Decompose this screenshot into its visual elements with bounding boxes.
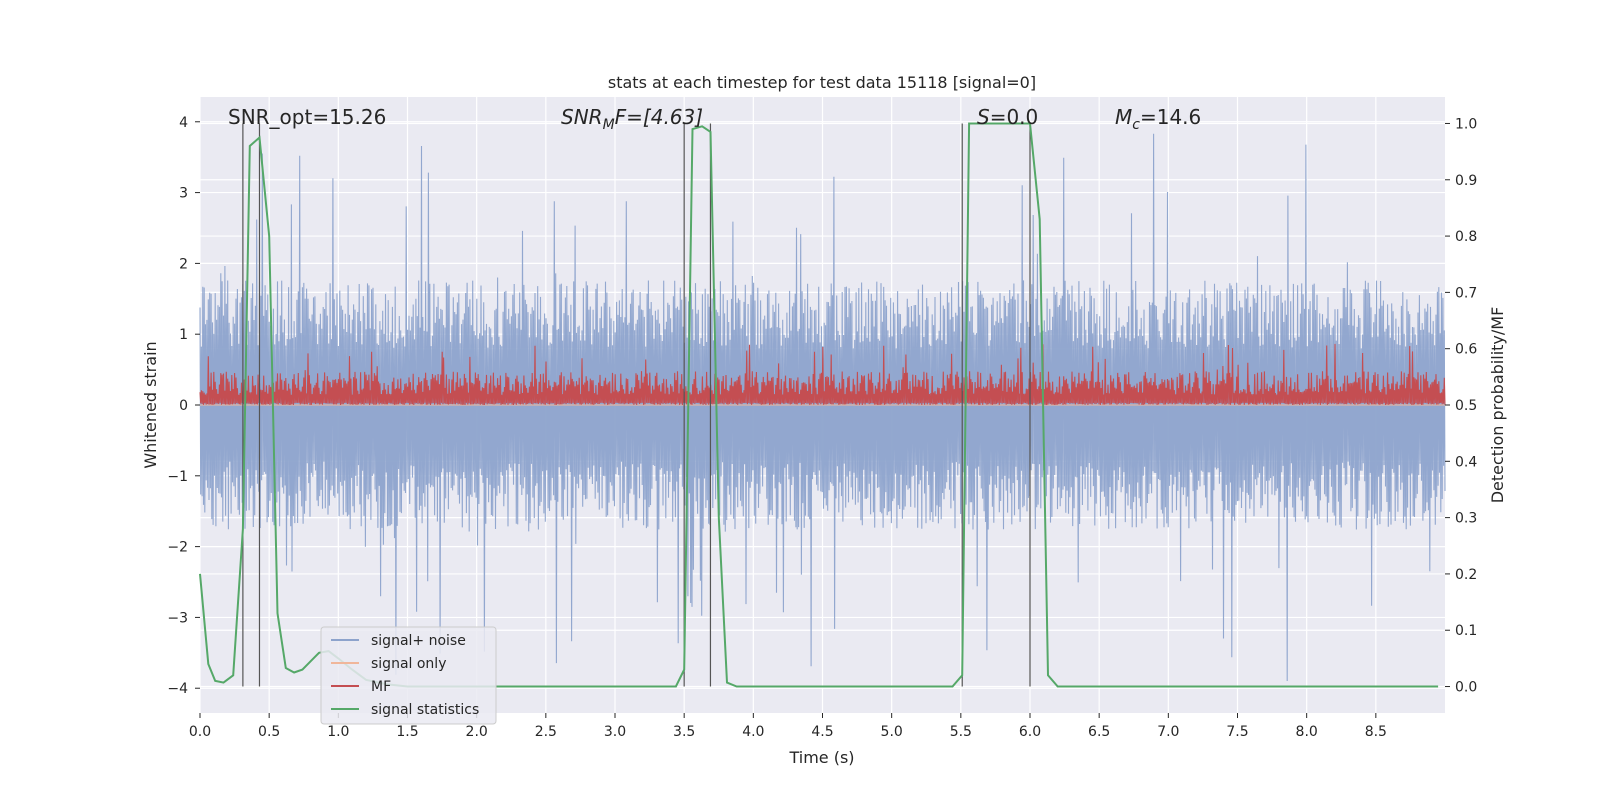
y-left-tick-label: 2 [179, 256, 188, 272]
x-tick-label: 3.0 [604, 724, 626, 740]
y-right-tick-label: 0.6 [1455, 342, 1477, 358]
y-right-tick-label: 0.0 [1455, 680, 1477, 696]
y-left-tick-label: 0 [179, 398, 188, 414]
chart-title: stats at each timestep for test data 151… [608, 73, 1036, 92]
detection-vertical-lines [242, 123, 1031, 687]
right-y-axis-ticks: 1.0 0.9 0.8 0.7 0.6 0.5 0.4 0.3 0.2 0.1 0.0 [1445, 116, 1477, 696]
x-tick-label: 8.0 [1296, 724, 1318, 740]
x-tick-label: 1.5 [396, 724, 418, 740]
y-right-tick-label: 0.9 [1455, 173, 1477, 189]
y-right-tick-label: 0.8 [1455, 229, 1477, 245]
annotation-mc: Mc=14.6 [1115, 105, 1201, 133]
y-left-tick-label: −1 [167, 469, 188, 485]
legend-label-signal-only: signal only [371, 656, 446, 672]
x-axis-ticks: 0.0 0.5 1.0 1.5 2.0 2.5 3.0 3.5 4.0 4.5 5.0 5.5 6.0 6… [189, 713, 1387, 740]
annotation-mc-subscript: c [1132, 117, 1140, 133]
x-tick-label: 4.5 [811, 724, 833, 740]
x-axis-label: Time (s) [788, 748, 854, 767]
y-right-tick-label: 0.4 [1455, 454, 1477, 470]
x-tick-label: 6.5 [1088, 724, 1110, 740]
annotation-s-value: =0.0 [990, 105, 1039, 129]
y-right-tick-label: 0.3 [1455, 511, 1477, 527]
left-y-axis-ticks: 4 3 2 1 0 −1 −2 −3 −4 [167, 115, 200, 697]
annotation-snr-mf-value: F=[4.63] [615, 105, 703, 129]
signal-statistics-line [199, 122, 1439, 688]
y-right-tick-label: 0.7 [1455, 285, 1477, 301]
y-left-tick-label: −3 [167, 610, 188, 626]
legend: signal+ noise signal only MF signal stat… [320, 626, 497, 725]
y-left-tick-label: 3 [179, 186, 188, 202]
mf-line [199, 343, 1446, 406]
annotation-snr-mf: SNRMF=[4.63] [561, 105, 703, 133]
legend-label-signal-statistics: signal statistics [371, 702, 479, 718]
y-left-tick-label: −4 [167, 681, 188, 697]
y-left-tick-label: 4 [179, 115, 188, 131]
x-tick-label: 2.0 [466, 724, 488, 740]
annotation-s-symbol: S [977, 105, 990, 129]
x-tick-label: 2.5 [535, 724, 557, 740]
x-tick-label: 6.0 [1019, 724, 1041, 740]
annotation-mc-symbol: M [1115, 105, 1132, 129]
annotation-snr-mf-subscript: M [603, 117, 615, 133]
x-tick-label: 0.5 [258, 724, 280, 740]
y-left-tick-label: −2 [167, 540, 188, 556]
annotation-snr-opt: SNR_opt=15.26 [228, 105, 386, 129]
left-y-axis-label: Whitened strain [141, 341, 160, 468]
x-tick-label: 5.0 [881, 724, 903, 740]
legend-label-mf: MF [371, 679, 391, 695]
annotation-mc-value: =14.6 [1140, 105, 1201, 129]
legend-label-signal-noise: signal+ noise [371, 633, 466, 649]
x-tick-label: 0.0 [189, 724, 211, 740]
x-tick-label: 7.0 [1157, 724, 1179, 740]
x-tick-label: 8.5 [1365, 724, 1387, 740]
right-y-axis-label: Detection probability/MF [1488, 307, 1507, 504]
x-tick-label: 1.0 [327, 724, 349, 740]
x-tick-label: 3.5 [673, 724, 695, 740]
y-right-tick-label: 0.1 [1455, 623, 1477, 639]
legend-box [320, 626, 497, 725]
signal-statistics-series [199, 122, 1439, 688]
x-tick-label: 5.5 [950, 724, 972, 740]
y-right-tick-label: 1.0 [1455, 116, 1477, 132]
annotation-s: S=0.0 [977, 105, 1038, 129]
signal-noise-line [199, 133, 1446, 682]
mf-series [199, 343, 1446, 406]
y-right-tick-label: 0.5 [1455, 398, 1477, 414]
x-tick-label: 7.5 [1226, 724, 1248, 740]
annotation-snr-mf-symbol: SNR [561, 105, 603, 129]
signal-noise-series [199, 133, 1446, 682]
y-left-tick-label: 1 [179, 327, 188, 343]
x-tick-label: 4.0 [742, 724, 764, 740]
y-right-tick-label: 0.2 [1455, 567, 1477, 583]
